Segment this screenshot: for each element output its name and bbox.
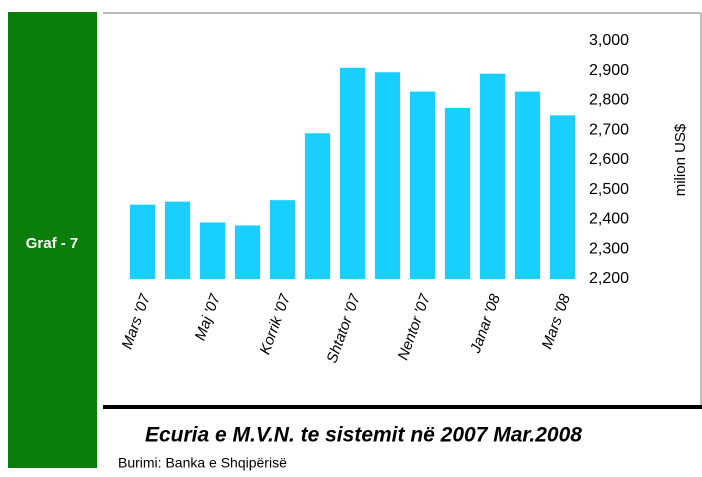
x-tick-label: Korrik '07 [257,291,295,357]
y-tick-label: 2,800 [589,92,629,109]
sidebar-label: Graf - 7 [26,235,79,252]
bar [234,225,261,279]
x-tick-label: Mars '08 [538,291,574,351]
source: Burimi: Banka e Shqipërisë [118,455,287,471]
bar [269,200,296,279]
x-tick-label: Shtator '07 [323,291,364,365]
bar [129,204,156,279]
bar [409,91,436,279]
bar [514,91,541,279]
y-tick-label: 2,900 [589,62,629,79]
y-tick-label: 2,200 [589,270,629,287]
bar [339,67,366,280]
x-tick-label: Maj '07 [192,291,225,342]
x-tick-label: Janar '08 [467,291,504,356]
bar [199,222,226,279]
chart-title: Ecuria e M.V.N. te sistemit në 2007 Mar.… [145,424,582,447]
x-tick-label: Nentor '07 [394,291,434,362]
bar [444,107,471,279]
y-tick-label: 3,000 [589,32,629,49]
separator [103,405,702,409]
y-tick-label: 2,600 [589,151,629,168]
y-tick-label: 2,400 [589,211,629,228]
y-tick-label: 2,700 [589,121,629,138]
x-tick-label: Mars '07 [118,291,154,351]
bar [164,201,191,279]
bar [549,115,576,279]
bar [479,73,506,279]
y-axis-label: milion US$ [672,123,689,196]
y-tick-label: 2,500 [589,181,629,198]
sidebar [8,12,97,468]
bar [304,133,331,279]
y-tick-label: 2,300 [589,240,629,257]
bar [374,72,401,279]
